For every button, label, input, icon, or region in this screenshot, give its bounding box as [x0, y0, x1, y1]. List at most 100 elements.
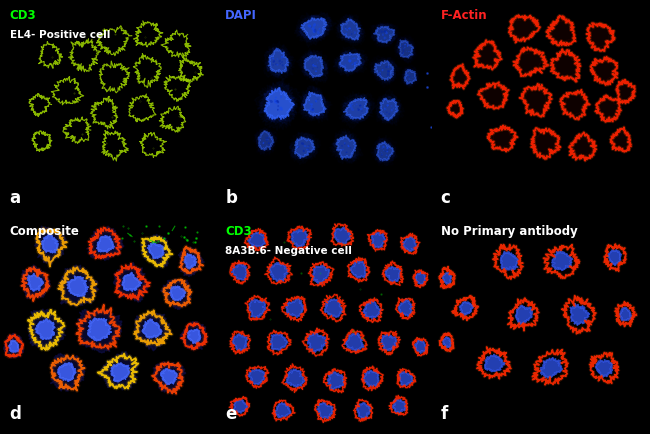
Polygon shape — [450, 102, 461, 116]
Polygon shape — [324, 299, 344, 317]
Polygon shape — [595, 359, 613, 377]
Ellipse shape — [385, 151, 386, 152]
Polygon shape — [317, 401, 333, 419]
Ellipse shape — [351, 108, 354, 111]
Ellipse shape — [408, 51, 410, 52]
Polygon shape — [588, 25, 610, 48]
Polygon shape — [356, 403, 371, 419]
Ellipse shape — [352, 58, 354, 59]
Ellipse shape — [348, 59, 352, 62]
Ellipse shape — [297, 145, 299, 147]
Ellipse shape — [385, 66, 387, 68]
Polygon shape — [398, 372, 413, 386]
Ellipse shape — [266, 140, 267, 141]
Polygon shape — [442, 272, 452, 285]
Ellipse shape — [384, 110, 385, 111]
Polygon shape — [500, 251, 518, 271]
Ellipse shape — [278, 105, 279, 107]
Polygon shape — [404, 69, 417, 86]
Ellipse shape — [308, 150, 309, 151]
Polygon shape — [338, 51, 365, 73]
Polygon shape — [363, 300, 382, 319]
Ellipse shape — [385, 155, 387, 156]
Ellipse shape — [350, 105, 353, 109]
Ellipse shape — [345, 26, 346, 27]
Ellipse shape — [357, 108, 359, 109]
Ellipse shape — [344, 142, 346, 144]
Ellipse shape — [265, 137, 267, 139]
Polygon shape — [96, 236, 115, 253]
Ellipse shape — [379, 73, 381, 75]
Polygon shape — [161, 279, 192, 310]
Polygon shape — [147, 243, 164, 259]
Ellipse shape — [280, 95, 282, 98]
Ellipse shape — [313, 29, 317, 33]
Ellipse shape — [266, 139, 267, 141]
Polygon shape — [111, 363, 130, 382]
Polygon shape — [258, 131, 274, 150]
Polygon shape — [381, 334, 397, 351]
Ellipse shape — [341, 145, 343, 147]
Text: EL4- Positive cell: EL4- Positive cell — [10, 30, 110, 40]
Polygon shape — [291, 229, 310, 247]
Polygon shape — [392, 399, 406, 414]
Polygon shape — [299, 15, 329, 39]
Ellipse shape — [313, 30, 315, 33]
Polygon shape — [86, 227, 124, 261]
Polygon shape — [482, 85, 506, 107]
Polygon shape — [268, 263, 288, 282]
Polygon shape — [161, 368, 177, 385]
Polygon shape — [372, 232, 386, 248]
Polygon shape — [28, 309, 66, 350]
Ellipse shape — [272, 58, 274, 59]
Ellipse shape — [352, 64, 353, 65]
Polygon shape — [398, 299, 413, 317]
Polygon shape — [398, 40, 414, 58]
Polygon shape — [58, 265, 99, 307]
Polygon shape — [184, 253, 197, 269]
Ellipse shape — [391, 109, 393, 112]
Polygon shape — [459, 302, 474, 316]
Ellipse shape — [311, 27, 314, 30]
Polygon shape — [312, 264, 330, 284]
Ellipse shape — [385, 29, 387, 31]
Polygon shape — [452, 69, 467, 85]
Ellipse shape — [281, 56, 283, 57]
Polygon shape — [350, 260, 367, 279]
Polygon shape — [268, 48, 289, 73]
Ellipse shape — [393, 108, 394, 109]
Polygon shape — [415, 272, 426, 285]
Polygon shape — [248, 299, 266, 318]
Ellipse shape — [342, 148, 345, 151]
Polygon shape — [379, 96, 400, 121]
Ellipse shape — [385, 31, 387, 33]
Text: No Primary antibody: No Primary antibody — [441, 225, 577, 238]
Ellipse shape — [313, 64, 314, 65]
Polygon shape — [231, 263, 247, 280]
Polygon shape — [385, 266, 401, 283]
Ellipse shape — [354, 31, 356, 34]
Text: 8A3B.6- Negative cell: 8A3B.6- Negative cell — [225, 247, 352, 256]
Polygon shape — [533, 129, 556, 155]
Ellipse shape — [263, 142, 264, 144]
Polygon shape — [67, 276, 88, 297]
Polygon shape — [233, 400, 248, 413]
Polygon shape — [619, 307, 632, 321]
Ellipse shape — [402, 45, 404, 47]
Ellipse shape — [307, 24, 311, 28]
Polygon shape — [524, 86, 548, 114]
Polygon shape — [324, 299, 344, 317]
Polygon shape — [540, 358, 563, 378]
Ellipse shape — [348, 145, 349, 147]
Polygon shape — [397, 38, 413, 59]
Ellipse shape — [350, 104, 352, 107]
Polygon shape — [274, 402, 291, 418]
Text: e: e — [225, 405, 237, 423]
Ellipse shape — [361, 110, 363, 112]
Polygon shape — [356, 403, 371, 419]
Ellipse shape — [308, 145, 310, 147]
Ellipse shape — [281, 64, 283, 66]
Polygon shape — [350, 260, 367, 279]
Polygon shape — [619, 307, 632, 321]
Polygon shape — [385, 266, 401, 283]
